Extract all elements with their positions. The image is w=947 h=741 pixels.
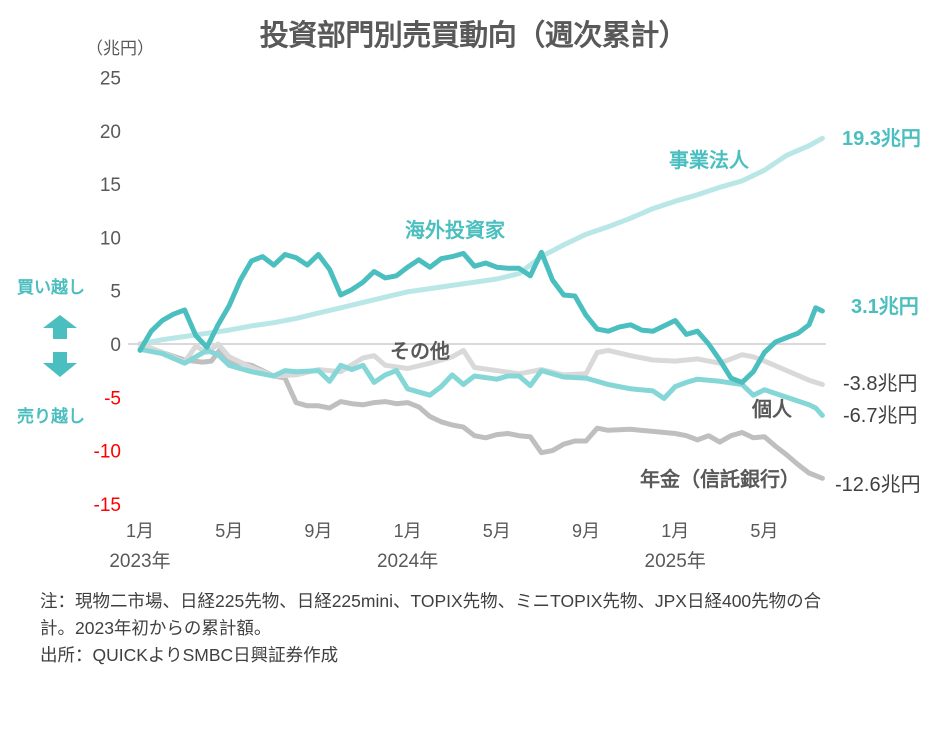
series-name-label-foreign: 海外投資家	[405, 218, 506, 242]
series-line-corporate	[137, 135, 825, 347]
footnote-line: 計。2023年初からの累計額。	[40, 618, 272, 638]
x-tick-label: 9月	[572, 521, 600, 541]
series-name-label-corporate: 事業法人	[669, 148, 750, 172]
y-axis: 25 20 15 10 5 0 -5 -10 -15	[94, 69, 121, 516]
y-axis-unit-label: （兆円）	[86, 39, 154, 58]
series-line-foreign	[137, 249, 825, 385]
y-tick-label: 5	[110, 282, 121, 303]
sell-side-label: 売り越し	[17, 407, 85, 426]
chart-title: 投資部門別売買動向（週次累計）	[259, 20, 688, 52]
buy-side-label: 買い越し	[17, 278, 85, 297]
y-tick-label: -5	[104, 388, 121, 409]
x-tick-label: 1月	[394, 521, 422, 541]
up-arrow-icon	[43, 315, 77, 339]
footnote-line: 注：現物二市場、日経225先物、日経225mini、TOPIX先物、ミニTOPI…	[40, 591, 822, 611]
x-year-label: 2024年	[377, 550, 438, 572]
x-tick-label: 9月	[304, 521, 332, 541]
y-tick-label: 15	[100, 175, 121, 196]
source-line: 出所：QUICKよりSMBC日興証券作成	[40, 645, 339, 665]
y-tick-label: 20	[100, 122, 121, 143]
series-end-value-pension: -12.6兆円	[835, 473, 921, 496]
footnotes: 注：現物二市場、日経225先物、日経225mini、TOPIX先物、ミニTOPI…	[40, 588, 821, 669]
series-end-value-foreign: 3.1兆円	[851, 295, 919, 318]
x-axis: 1月 2023年 5月 9月 1月 2024年 5月 9月 1月 2025年 5月	[109, 521, 778, 572]
x-tick-label: 5月	[750, 521, 778, 541]
series-end-value-individual: -6.7兆円	[843, 404, 917, 427]
x-tick-label: 5月	[483, 521, 511, 541]
series-lines	[137, 135, 825, 481]
series-end-value-other: -3.8兆円	[843, 372, 917, 395]
series-line-individual	[137, 346, 825, 418]
y-tick-label: 0	[110, 335, 121, 356]
series-name-label-other: その他	[390, 339, 450, 363]
y-tick-label: 25	[100, 69, 121, 90]
x-year-label: 2023年	[109, 550, 170, 572]
y-tick-label: -15	[94, 495, 121, 516]
series-line-pension	[137, 341, 825, 481]
x-year-label: 2025年	[645, 550, 706, 572]
x-tick-label: 1月	[126, 521, 154, 541]
x-tick-label: 5月	[215, 521, 243, 541]
series-name-label-pension: 年金（信託銀行）	[640, 467, 800, 491]
series-name-label-individual: 個人	[751, 398, 793, 421]
y-tick-label: -10	[94, 442, 121, 463]
x-tick-label: 1月	[661, 521, 689, 541]
down-arrow-icon	[43, 352, 77, 377]
series-end-value-corporate: 19.3兆円	[842, 127, 921, 150]
series-line-other	[137, 341, 825, 387]
y-tick-label: 10	[100, 228, 121, 249]
